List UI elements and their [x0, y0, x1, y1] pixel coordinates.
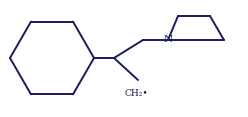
Text: CH₂•: CH₂•: [124, 90, 148, 99]
Text: N: N: [163, 35, 173, 44]
